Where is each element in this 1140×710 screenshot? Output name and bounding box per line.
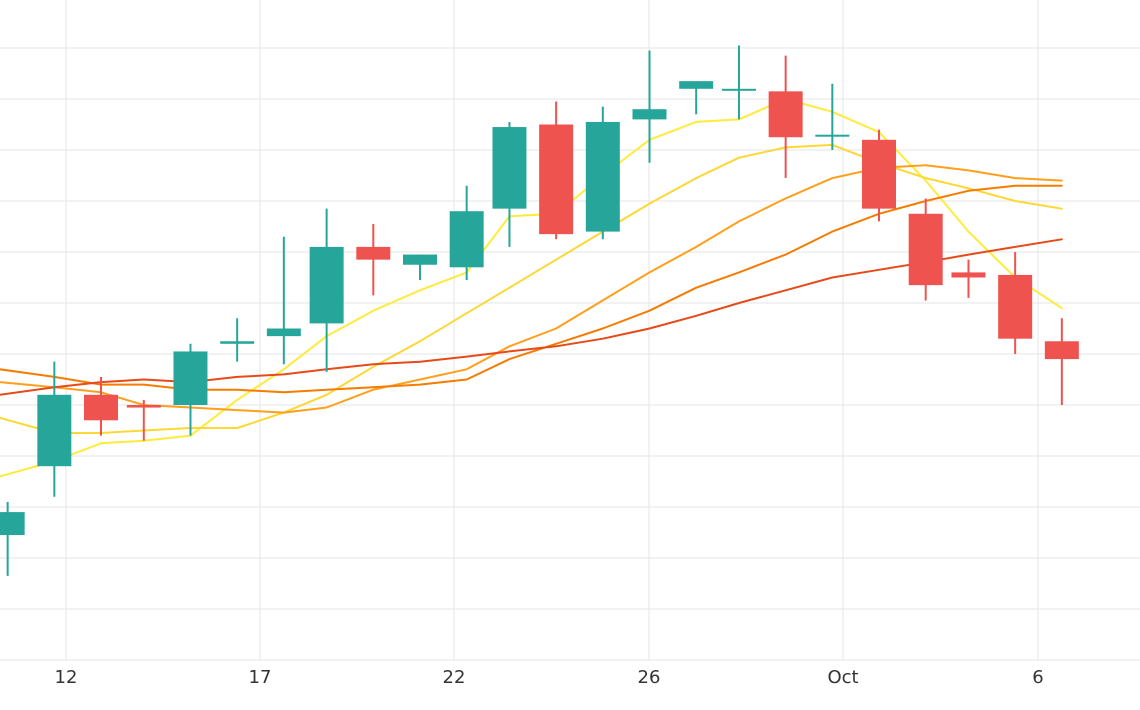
- candlestick: [266, 236, 301, 365]
- candle-body-down: [126, 405, 161, 408]
- candlestick: [721, 45, 756, 120]
- candle-body-down: [998, 274, 1033, 339]
- candle-body-up: [492, 127, 527, 209]
- candlestick: [492, 121, 527, 247]
- candlestick: [585, 106, 620, 240]
- candle-body-up: [449, 211, 484, 268]
- moving-average-line: [0, 98, 1063, 478]
- x-tick-label: 22: [443, 667, 466, 688]
- moving-average-line: [0, 164, 1063, 414]
- candlestick: [539, 101, 574, 240]
- moving-average-line: [0, 238, 1063, 396]
- candle-body-up: [585, 121, 620, 232]
- candle-body-up: [173, 351, 208, 405]
- candle-body-up: [309, 246, 344, 324]
- candlestick: [632, 50, 667, 163]
- candlestick: [309, 208, 344, 372]
- candlestick: [37, 361, 72, 497]
- candlestick: [173, 343, 208, 436]
- x-tick-label: 12: [55, 667, 78, 688]
- candlestick: [768, 55, 803, 179]
- candle-body-up: [37, 394, 72, 467]
- candlestick: [679, 81, 714, 115]
- candlestick: [862, 129, 897, 222]
- moving-average-line: [0, 184, 1063, 394]
- candle-body-up: [721, 88, 756, 91]
- candle-body-down: [1044, 341, 1079, 360]
- candle-body-down: [356, 246, 391, 260]
- candle-body-up: [815, 134, 850, 137]
- candle-body-up: [402, 254, 437, 265]
- candlestick: [998, 252, 1033, 354]
- candlestick: [356, 223, 391, 296]
- candle-body-down: [951, 272, 986, 278]
- x-tick-label: 6: [1032, 667, 1043, 688]
- candle-body-down: [862, 139, 897, 209]
- candle-body-down: [84, 394, 119, 421]
- candlestick: [908, 198, 943, 301]
- candlestick: [126, 399, 161, 441]
- candlestick: [84, 376, 119, 436]
- candle-body-down: [539, 124, 574, 235]
- candlestick: [815, 83, 850, 150]
- candlestick: [951, 259, 986, 298]
- candlestick: [220, 318, 255, 362]
- grid-layer: [0, 0, 1140, 661]
- candlestick: [1044, 318, 1079, 405]
- moving-average-line: [0, 143, 1063, 434]
- x-tick-label: 17: [249, 667, 272, 688]
- candle-body-up: [266, 328, 301, 337]
- candle-body-up: [679, 81, 714, 89]
- candlestick: [449, 185, 484, 281]
- candlestick: [0, 501, 25, 576]
- moving-average-layer: [0, 98, 1063, 478]
- x-axis-ticks: 12 17 22 26 Oct 6: [55, 667, 1044, 688]
- x-tick-label: Oct: [827, 667, 858, 688]
- candle-body-down: [768, 91, 803, 138]
- candle-body-up: [0, 512, 25, 536]
- x-tick-label: 26: [638, 667, 661, 688]
- candle-body-up: [632, 109, 667, 120]
- candle-body-down: [908, 213, 943, 286]
- candlestick: [402, 254, 437, 281]
- candle-body-up: [220, 341, 255, 344]
- candle-layer: [0, 45, 1079, 576]
